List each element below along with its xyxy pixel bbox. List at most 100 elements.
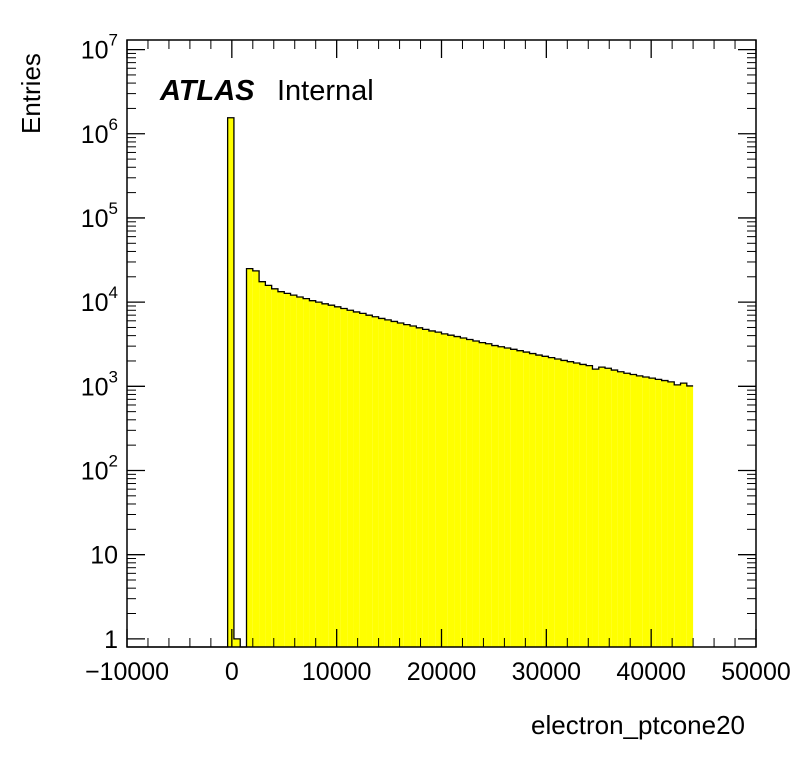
histogram-bar xyxy=(630,374,637,647)
labels-layer: −10000 0 10000 20000 30000 40000 50000 1 10 10 2 10… xyxy=(81,31,791,686)
histogram-bar xyxy=(472,341,480,647)
histogram-outline xyxy=(127,117,694,648)
histogram-bar xyxy=(397,322,404,647)
histogram-bar xyxy=(623,373,631,647)
histogram-bar xyxy=(447,335,455,647)
y-tick-exponent: 2 xyxy=(109,451,118,470)
histogram-bar xyxy=(328,305,335,647)
histogram-bar xyxy=(573,363,580,647)
x-tick-label: −10000 xyxy=(85,658,169,686)
x-tick-label: 30000 xyxy=(512,658,582,686)
histogram-bar xyxy=(667,381,675,647)
histogram-bar xyxy=(353,311,360,647)
histogram-bar xyxy=(340,308,348,647)
histogram-bar xyxy=(567,361,574,647)
y-tick-exponent: 7 xyxy=(109,31,118,50)
x-tick-label: 50000 xyxy=(721,658,791,686)
histogram-bar xyxy=(680,383,687,647)
y-tick-label: 104 xyxy=(81,283,118,317)
histogram-bar xyxy=(259,281,266,647)
histogram-bar xyxy=(529,353,536,647)
histogram-bar xyxy=(548,357,555,647)
histogram-bar xyxy=(422,329,429,647)
y-axis-title: Entries xyxy=(16,53,46,134)
y-tick-label: 107 xyxy=(81,31,118,65)
histogram-bar xyxy=(479,342,486,647)
histogram-bar xyxy=(466,339,473,647)
histogram-bar xyxy=(460,337,467,647)
histogram-bar xyxy=(554,359,562,647)
histogram-bar xyxy=(252,270,260,647)
y-tick-base: 10 xyxy=(81,289,109,317)
x-axis-title: electron_ptcone20 xyxy=(531,710,745,740)
x-tick-label: 10000 xyxy=(302,658,372,686)
x-tick-label: 20000 xyxy=(407,658,477,686)
histogram-bar xyxy=(661,380,668,647)
y-tick-base: 10 xyxy=(81,37,109,65)
histogram-bar xyxy=(403,324,411,647)
y-tick-label: 105 xyxy=(81,199,118,233)
y-tick-exponent: 3 xyxy=(109,367,118,386)
histogram-bar xyxy=(649,378,656,647)
histogram-bar xyxy=(686,385,694,647)
histogram-bar xyxy=(579,364,587,647)
histogram-bar xyxy=(542,356,549,647)
histogram-bar xyxy=(454,336,461,647)
histogram-bar xyxy=(284,293,291,647)
y-tick-label: 106 xyxy=(81,115,118,149)
histogram-bar xyxy=(290,295,297,647)
histogram-bar xyxy=(428,330,436,647)
histogram-bar xyxy=(378,318,385,647)
y-tick-base: 10 xyxy=(81,205,109,233)
histogram-bar xyxy=(315,302,322,647)
x-tick-label: 0 xyxy=(225,658,239,686)
histogram-bar xyxy=(523,352,530,647)
internal-label: Internal xyxy=(277,75,374,107)
histogram-bar xyxy=(359,313,367,647)
histogram-bar xyxy=(636,375,643,647)
histogram-bar xyxy=(504,348,511,647)
histogram-bar xyxy=(296,297,304,647)
histogram-bar xyxy=(416,327,423,647)
y-tick-label: 103 xyxy=(81,367,118,401)
histogram-bar xyxy=(535,355,543,647)
histogram-bar xyxy=(410,326,417,647)
histogram-bar xyxy=(334,306,341,647)
atlas-label: ATLAS xyxy=(159,75,255,107)
histogram-bar xyxy=(674,384,681,647)
histogram-bar xyxy=(321,303,329,647)
y-tick-base: 10 xyxy=(90,542,118,570)
histogram-bar xyxy=(347,310,354,647)
histogram-bar xyxy=(366,315,373,647)
histogram-bar xyxy=(598,367,606,647)
histogram-bar xyxy=(516,350,524,647)
histogram-bar xyxy=(498,346,505,647)
histogram-bar xyxy=(491,345,499,647)
y-tick-label: 10 xyxy=(90,542,118,570)
histogram-bar xyxy=(617,371,624,647)
histogram-bar xyxy=(561,360,568,647)
histogram-bar xyxy=(441,333,448,647)
y-tick-exponent: 6 xyxy=(109,115,118,134)
histogram-bar xyxy=(391,321,398,647)
y-tick-base: 10 xyxy=(81,121,109,149)
x-tick-label: 40000 xyxy=(616,658,686,686)
histogram-bar xyxy=(435,332,442,647)
histogram-bar xyxy=(277,291,285,647)
histogram-bar xyxy=(303,298,310,647)
histogram-bar xyxy=(384,319,392,647)
y-tick-label: 1 xyxy=(104,626,118,654)
histogram-bar xyxy=(233,638,241,647)
bars-layer xyxy=(127,117,694,648)
histogram-bar xyxy=(642,376,650,647)
histogram-bar xyxy=(655,379,662,647)
histogram-bar xyxy=(510,349,517,647)
histogram-bar xyxy=(227,117,234,647)
histogram-bar xyxy=(372,316,379,647)
annotation: ATLAS Internal xyxy=(159,75,374,107)
histogram-bar xyxy=(271,288,278,647)
histogram-bar xyxy=(309,300,316,647)
y-tick-exponent: 4 xyxy=(109,283,118,302)
histogram-bar xyxy=(592,369,599,647)
